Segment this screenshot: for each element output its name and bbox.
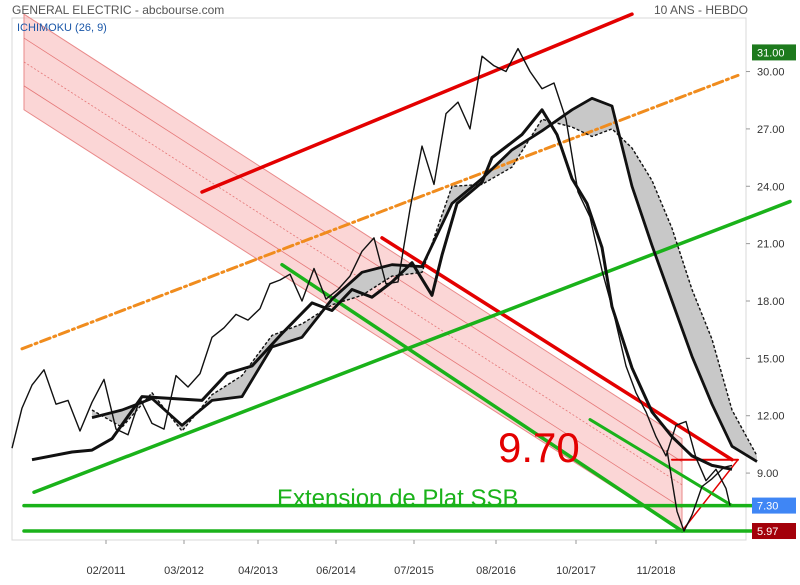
chart-title: GENERAL ELECTRIC - abcbourse.com bbox=[12, 3, 225, 17]
trend-line-orange-dash bbox=[20, 73, 740, 351]
price-label-support-1: 7.30 bbox=[757, 501, 778, 513]
x-tick-label: 03/2012 bbox=[164, 565, 204, 577]
y-tick-label: 24.00 bbox=[757, 181, 785, 193]
cloud-segment bbox=[212, 375, 242, 401]
x-tick-label: 02/2011 bbox=[87, 565, 126, 577]
trend-line-green-fall-2 bbox=[588, 418, 734, 508]
chart-period: 10 ANS - HEBDO bbox=[653, 3, 748, 17]
price-labels: 31.00 7.30 5.97 bbox=[752, 44, 796, 540]
cloud-segment bbox=[512, 119, 542, 168]
series-ssb bbox=[91, 96, 758, 463]
trend-lines bbox=[20, 12, 792, 533]
indicator-label: ICHIMOKU (26, 9) bbox=[17, 22, 107, 34]
price-label-bg bbox=[752, 44, 796, 61]
x-tick-label: 07/2015 bbox=[394, 565, 434, 577]
trend-line-red-lower bbox=[380, 236, 734, 462]
y-tick-label: 15.00 bbox=[757, 353, 785, 365]
cloud-segment bbox=[712, 339, 732, 447]
series-recent-low bbox=[666, 449, 733, 532]
price-label-bg bbox=[752, 523, 796, 540]
y-tick-label: 30.00 bbox=[757, 67, 785, 79]
series-lines bbox=[11, 47, 758, 532]
y-tick-label: 9.00 bbox=[757, 468, 778, 480]
price-label-bg bbox=[752, 497, 796, 514]
y-tick-label: 27.00 bbox=[757, 124, 785, 136]
x-tick-label: 04/2013 bbox=[238, 565, 278, 577]
cloud-segment bbox=[672, 228, 692, 357]
cloud-segment bbox=[362, 264, 392, 296]
red-channel-inner-line bbox=[23, 37, 683, 463]
axes: 9.00 12.00 15.00 18.00 21.00 24.00 27.00 30.00 0… bbox=[87, 67, 785, 577]
x-tick-label: 11/2018 bbox=[637, 565, 676, 577]
y-tick-label: 12.00 bbox=[757, 411, 785, 423]
x-tick-label: 06/2014 bbox=[316, 565, 356, 577]
trend-line-red-small bbox=[681, 458, 739, 532]
series-kijun bbox=[31, 108, 733, 471]
price-label-support-2: 5.97 bbox=[757, 526, 778, 538]
trend-line-green-fall-1 bbox=[280, 262, 684, 533]
cloud-segment bbox=[692, 289, 712, 405]
y-tick-label: 21.00 bbox=[757, 239, 785, 251]
cloud-segment bbox=[272, 323, 302, 347]
x-tick-label: 10/2017 bbox=[556, 565, 596, 577]
y-tick-label: 18.00 bbox=[757, 296, 785, 308]
series-ssa bbox=[91, 118, 758, 457]
trend-line-green-rising bbox=[32, 199, 792, 494]
price-label-last: 31.00 bbox=[757, 47, 785, 59]
trend-line-red-upper bbox=[200, 12, 634, 194]
target-annotation: 9.70 bbox=[498, 424, 580, 471]
cloud-segment bbox=[652, 180, 672, 301]
cloud-segment bbox=[632, 148, 652, 246]
extension-annotation: Extension de Plat SSB bbox=[277, 485, 518, 512]
series-price bbox=[11, 47, 731, 506]
x-tick-label: 08/2016 bbox=[476, 565, 516, 577]
